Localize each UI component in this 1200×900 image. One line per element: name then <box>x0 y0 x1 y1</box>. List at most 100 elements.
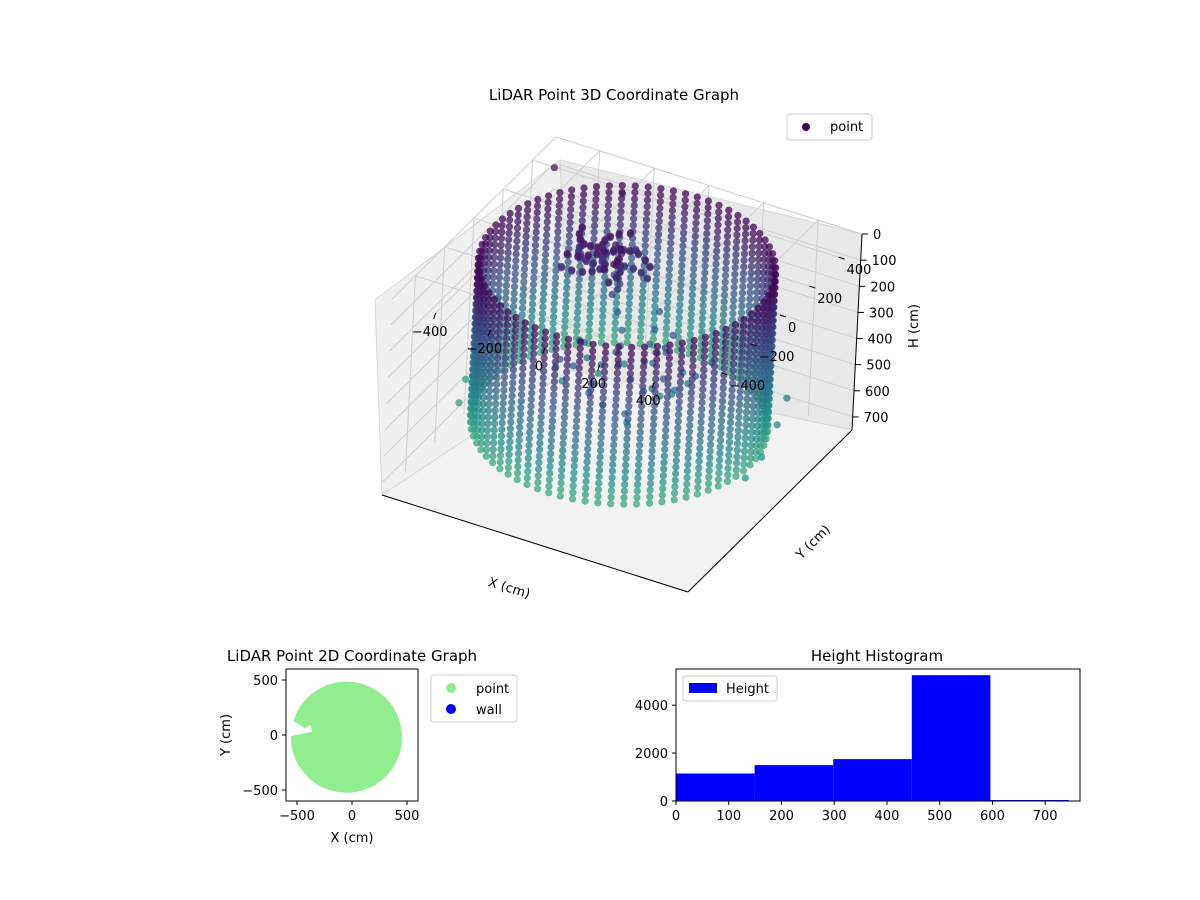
wall-point <box>738 295 746 304</box>
wall-point <box>674 430 682 438</box>
wall-point <box>496 254 505 262</box>
wall-point <box>611 408 620 416</box>
wall-point <box>732 466 740 474</box>
wall-point <box>654 243 662 252</box>
wall-point <box>592 196 600 204</box>
wall-point <box>621 467 630 476</box>
wall-point <box>688 382 696 390</box>
wall-point <box>686 408 695 416</box>
legend-2d-point-marker <box>446 683 456 693</box>
wall-point <box>721 345 729 353</box>
wall-point <box>531 254 539 262</box>
wall-point <box>506 209 514 218</box>
wall-point <box>490 439 498 447</box>
wall-point <box>730 296 738 304</box>
wall-point <box>665 278 673 286</box>
wall-point <box>512 250 520 258</box>
wall-point <box>497 248 505 256</box>
wall-point <box>557 479 565 487</box>
wall-point <box>664 298 672 306</box>
wall-point <box>595 473 603 481</box>
wall-point <box>633 493 641 502</box>
inner-point <box>569 362 578 370</box>
wall-point <box>638 395 646 404</box>
wall-point <box>663 406 671 414</box>
wall-point <box>503 327 511 336</box>
x-tick-label-3d: 0 <box>535 360 543 375</box>
wall-point <box>567 193 576 201</box>
wall-point <box>642 222 650 230</box>
wall-point <box>496 452 505 460</box>
wall-point <box>482 234 490 242</box>
wall-point <box>514 456 522 464</box>
wall-point <box>753 324 761 332</box>
inner-point <box>651 325 659 334</box>
wall-point <box>611 415 619 423</box>
z-axis-line <box>851 233 863 431</box>
wall-point <box>640 350 648 358</box>
wall-point <box>740 454 748 462</box>
wall-point <box>736 394 744 402</box>
legend-histogram-swatch <box>689 683 717 693</box>
marks-2d <box>286 681 403 793</box>
wall-point <box>525 441 533 449</box>
wall-point <box>698 398 706 407</box>
inner-point <box>641 256 650 264</box>
wall-point <box>529 287 537 295</box>
wall-point <box>503 275 511 283</box>
wall-point <box>579 210 587 218</box>
z-tick-label-3d: 400 <box>868 333 893 348</box>
wall-point <box>638 294 647 302</box>
wall-point <box>477 275 485 283</box>
wall-point <box>740 460 748 468</box>
wall-point <box>670 496 678 504</box>
wall-point <box>598 420 606 428</box>
wall-point <box>711 356 719 364</box>
wall-point <box>704 480 713 488</box>
wall-point <box>541 264 549 272</box>
wall-point <box>745 349 754 357</box>
wall-point <box>754 262 762 270</box>
wall-point <box>737 381 745 389</box>
wall-point <box>559 433 568 441</box>
wall-point <box>540 354 548 362</box>
marks-3d <box>455 164 791 508</box>
wall-point <box>626 369 635 378</box>
wall-point <box>488 335 496 343</box>
wall-point <box>493 367 501 375</box>
wall-point <box>667 239 675 247</box>
wall-point <box>698 315 707 323</box>
wall-point <box>755 236 764 244</box>
wall-point <box>728 379 737 387</box>
wall-point <box>547 449 555 458</box>
wall-point <box>505 229 513 237</box>
wall-point <box>556 189 564 197</box>
wall-point <box>598 319 607 327</box>
wall-point <box>483 426 492 434</box>
x-tick-label-3d: 200 <box>581 377 606 392</box>
wall-point <box>649 434 657 442</box>
wall-point <box>612 395 620 403</box>
x-tick-label-3d: −200 <box>466 342 502 357</box>
wall-point <box>755 242 763 251</box>
wall-point <box>554 234 562 242</box>
wall-point <box>541 257 549 265</box>
histogram-y-tick-label: 4000 <box>635 699 668 714</box>
wall-point <box>501 367 509 375</box>
wall-point <box>636 441 644 449</box>
z-tick-label-3d: 600 <box>865 385 890 400</box>
wall-point <box>739 329 747 337</box>
wall-point <box>687 402 695 410</box>
wall-point <box>484 407 493 415</box>
wall-point <box>703 223 711 231</box>
wall-point <box>750 389 758 397</box>
wall-point <box>633 500 641 508</box>
wall-point <box>750 382 758 391</box>
wall-point <box>495 274 504 282</box>
inner-point <box>634 249 643 258</box>
wall-point <box>612 402 620 410</box>
wall-point <box>545 489 553 497</box>
inner-point <box>626 246 634 254</box>
wall-point <box>528 376 536 384</box>
wall-point <box>733 231 741 239</box>
